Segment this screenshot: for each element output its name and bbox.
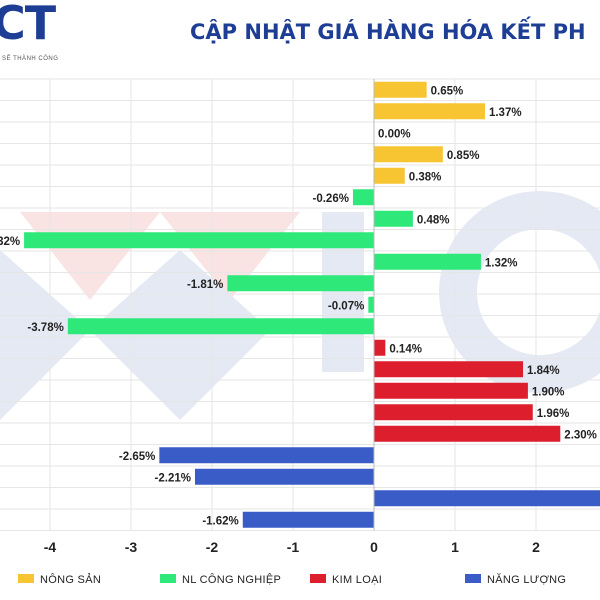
bar: [227, 275, 374, 292]
bar: [374, 425, 561, 442]
legend-label: NÔNG SẢN: [40, 573, 101, 586]
x-tick-label: -3: [125, 539, 138, 555]
data-label: 1.32%: [485, 257, 518, 269]
bar: [374, 210, 413, 227]
data-label: 0.85%: [447, 150, 480, 162]
legend-label: KIM LOẠI: [332, 574, 382, 586]
bar: [374, 339, 386, 356]
data-label: 0.14%: [389, 343, 422, 355]
bar: [67, 318, 374, 335]
data-label: 1.37%: [489, 107, 522, 119]
data-label: 0.65%: [431, 85, 464, 97]
legend-swatch: [465, 574, 481, 583]
bar: [374, 361, 524, 378]
bar: [352, 189, 374, 206]
chart-title: CẬP NHẬT GIÁ HÀNG HÓA KẾT PH: [190, 20, 586, 44]
x-tick-label: -4: [44, 539, 57, 555]
data-label: 1.84%: [527, 365, 560, 377]
data-label: -2.21%: [155, 472, 191, 484]
bar: [24, 232, 375, 249]
bar: [159, 447, 374, 464]
data-label: 1.90%: [532, 386, 565, 398]
x-tick-label: 0: [370, 539, 378, 555]
data-label: 2.30%: [564, 429, 597, 441]
x-tick-label: -1: [287, 539, 300, 555]
bar: [242, 511, 374, 528]
x-tick-label: -2: [206, 539, 219, 555]
bar: [374, 253, 481, 270]
bar: [374, 404, 533, 421]
bar: [374, 146, 443, 163]
data-label: 0.38%: [409, 171, 442, 183]
bar: [368, 296, 374, 313]
legend-swatch: [160, 574, 176, 583]
data-label: 0.00%: [378, 128, 411, 140]
legend-label: NL CÔNG NGHIỆP: [182, 573, 281, 586]
bar: [194, 468, 374, 485]
data-label: 0.48%: [417, 214, 450, 226]
bar: [374, 490, 600, 507]
logo: CT: [0, 0, 56, 50]
data-label: -2.65%: [119, 451, 155, 463]
legend-swatch: [18, 574, 34, 583]
x-tick-label: 2: [532, 539, 540, 555]
bar: [374, 103, 485, 120]
logo-tagline: SẼ THÀNH CÔNG: [2, 56, 59, 62]
bar: [374, 382, 528, 399]
bar: [374, 81, 427, 98]
watermark-diamond-center: [90, 250, 270, 420]
legend-label: NĂNG LƯỢNG: [487, 573, 566, 586]
data-label: -1.81%: [187, 279, 223, 291]
bar: [374, 167, 405, 184]
data-label: -0.26%: [313, 193, 349, 205]
data-label: 1.96%: [537, 408, 570, 420]
data-label: -3.78%: [27, 322, 63, 334]
data-label: -1.62%: [202, 515, 238, 527]
watermark-triangle-left: [0, 250, 90, 420]
legend-swatch: [310, 574, 326, 583]
data-label: -0.07%: [328, 300, 364, 312]
watermark-letter-ring: [439, 191, 600, 393]
x-tick-label: 1: [451, 539, 459, 555]
data-label: 32%: [0, 236, 20, 248]
